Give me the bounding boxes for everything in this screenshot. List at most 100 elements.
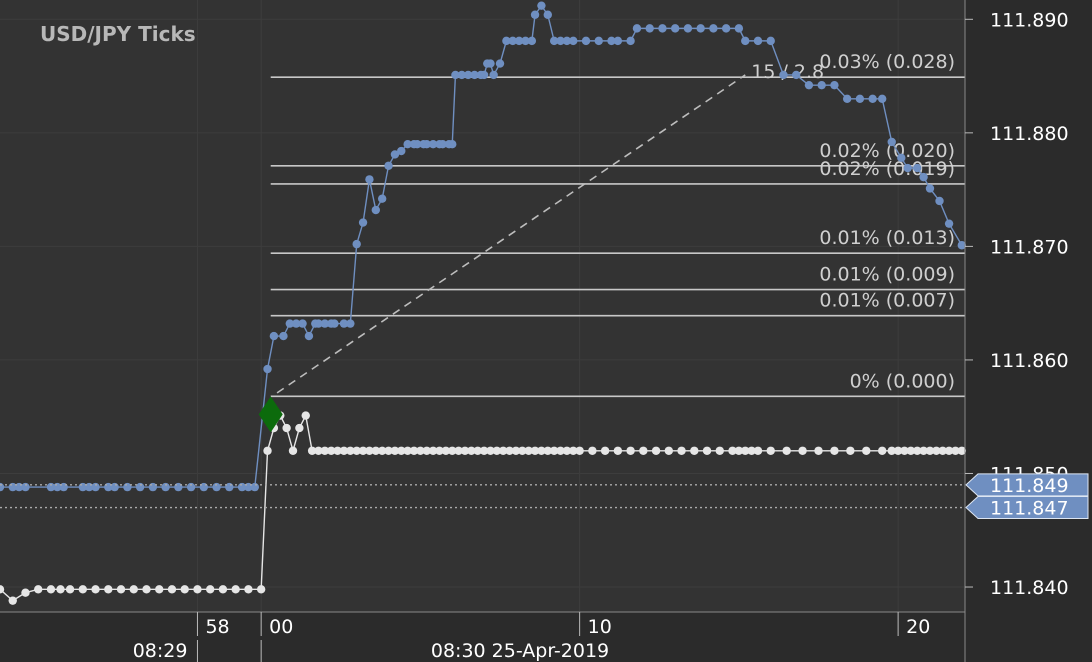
tick-point [766, 446, 775, 455]
tick-point [677, 446, 686, 455]
time-axis-background[interactable] [0, 612, 965, 662]
tick-point [925, 184, 935, 193]
tick-point [403, 140, 412, 149]
tick-point [741, 36, 750, 46]
gridlines [0, 0, 965, 612]
price-axis[interactable]: 111.840111.850111.860111.870111.880111.8… [965, 9, 1069, 599]
tick-point [511, 446, 521, 455]
tick-point [489, 70, 498, 80]
tick-point [180, 585, 189, 594]
fib-level-label: 0.02% (0.020) [819, 140, 955, 162]
tick-point [397, 446, 406, 455]
tick-point [814, 446, 823, 455]
tick-point [753, 446, 763, 455]
tick-point [282, 423, 291, 433]
price-tick-label: 111.870 [990, 236, 1069, 258]
tick-point [320, 446, 330, 455]
tick-point [186, 482, 196, 492]
time-axis[interactable]: 58 00 10 20 08:29 08:30 25-Apr-2019 [133, 612, 931, 662]
tick-point [798, 446, 807, 455]
tick-point [327, 446, 336, 455]
tick-point [384, 161, 393, 170]
tick-point [906, 446, 916, 455]
tick-point [518, 446, 527, 455]
tick-point [390, 150, 400, 159]
tick-point [919, 172, 928, 182]
tick-point [377, 194, 387, 203]
tick-point [658, 24, 667, 33]
tick-point [416, 446, 425, 455]
tick-point [358, 446, 368, 455]
tick-point [390, 446, 400, 455]
time-tick-label: 58 [205, 616, 229, 638]
tick-point [460, 446, 470, 455]
price-axis-background[interactable] [965, 0, 1092, 662]
tick-point [696, 24, 705, 33]
tick-point [715, 446, 724, 455]
tick-point [161, 482, 170, 492]
trade-markers [258, 396, 283, 433]
tick-point [957, 446, 967, 455]
tick-point [358, 218, 368, 227]
tick-point [734, 24, 744, 33]
trade-marker-icon [258, 396, 283, 433]
time-tick-label: 10 [588, 616, 612, 638]
tick-point [607, 36, 616, 46]
time-tick-label: 00 [269, 616, 293, 638]
tick-point [142, 585, 151, 594]
tick-point [782, 446, 791, 455]
price-tick-label: 111.880 [990, 123, 1069, 145]
tick-point [556, 36, 565, 46]
tick-point [269, 331, 279, 341]
price-tick-label: 111.840 [990, 577, 1069, 599]
tick-point [21, 482, 30, 492]
tick-point [479, 446, 489, 455]
tick-point [397, 146, 406, 156]
tick-point [263, 446, 272, 455]
measure-label: 15 / 2.8 [751, 61, 824, 83]
tick-point [556, 446, 565, 455]
tick-point [877, 446, 887, 455]
tick-point [569, 446, 578, 455]
fibonacci-levels: 0.03% (0.028) 0.02% (0.020)0.02% (0.019) 0… [270, 51, 965, 398]
tick-point [613, 446, 623, 455]
measure-line[interactable] [276, 74, 746, 394]
tick-point [428, 140, 438, 149]
tick-point [530, 10, 540, 19]
tick-point [903, 163, 912, 173]
tick-point [279, 331, 288, 341]
tick-point [263, 364, 272, 374]
tick-point [304, 331, 314, 341]
tick-point [463, 70, 473, 80]
tick-point [626, 36, 635, 46]
tick-point [237, 482, 247, 492]
tick-point [502, 36, 511, 46]
fib-level-label: 0.02% (0.019) [819, 158, 955, 180]
tick-point [314, 319, 323, 328]
tick-point [486, 446, 495, 455]
tick-point [46, 585, 56, 594]
tick-point [91, 482, 100, 492]
tick-point [543, 10, 552, 19]
tick-point [855, 94, 865, 103]
tick-point [422, 446, 431, 455]
tick-point [218, 585, 228, 594]
tick-point [21, 588, 30, 597]
tick-point [664, 446, 674, 455]
measure-tool[interactable]: 15 / 2.8 [276, 61, 824, 394]
tick-point [741, 446, 750, 455]
tick-point [365, 175, 374, 184]
price-tick-label: 111.890 [990, 9, 1069, 31]
tick-point [670, 24, 680, 33]
price-badge-label: 111.847 [990, 498, 1069, 520]
tick-point [626, 446, 635, 455]
tick-point [562, 446, 572, 455]
tick-point [205, 585, 215, 594]
tick-point [887, 446, 896, 455]
tick-point [346, 446, 355, 455]
tick-point [600, 446, 610, 455]
time-major-label: 08:29 [133, 640, 188, 662]
tick-point [129, 585, 138, 594]
